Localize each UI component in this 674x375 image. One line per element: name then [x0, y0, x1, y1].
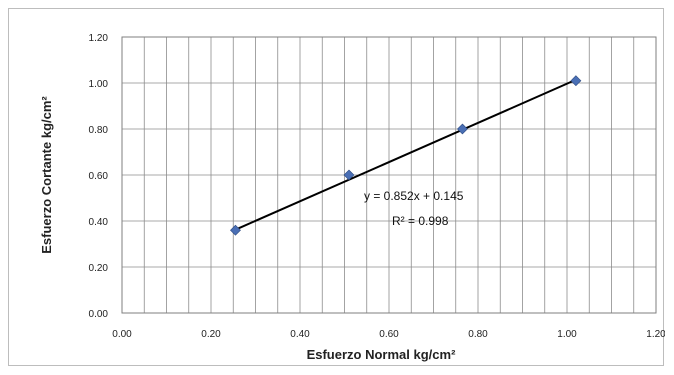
data-point — [230, 224, 241, 236]
x-tick-label: 1.00 — [557, 329, 577, 340]
data-points — [230, 75, 582, 236]
y-tick-label: 1.00 — [89, 79, 109, 90]
x-tick-label: 0.40 — [290, 329, 310, 340]
y-tick-labels: 0.00 0.20 0.40 0.60 0.80 1.00 1.20 — [89, 33, 109, 320]
y-tick-label: 0.00 — [89, 309, 109, 320]
x-tick-label: 0.80 — [468, 329, 488, 340]
data-point — [343, 169, 355, 181]
y-axis-title: Esfuerzo Cortante kg/cm² — [39, 96, 54, 254]
chart-frame: 0.00 0.20 0.40 0.60 0.80 1.00 1.20 0.00 0.20 0.4… — [8, 8, 665, 366]
y-tick-label: 1.20 — [89, 33, 109, 44]
equation-label: y = 0.852x + 0.145 — [364, 189, 464, 203]
trendline — [235, 78, 577, 231]
x-tick-labels: 0.00 0.20 0.40 0.60 0.80 1.00 1.20 — [112, 329, 665, 340]
y-tick-label: 0.80 — [89, 125, 109, 136]
y-tick-label: 0.60 — [89, 171, 109, 182]
x-tick-label: 0.20 — [201, 329, 221, 340]
scatter-chart: 0.00 0.20 0.40 0.60 0.80 1.00 1.20 0.00 0.20 0.4… — [39, 33, 665, 362]
data-point — [457, 123, 468, 135]
data-point — [570, 75, 582, 87]
x-tick-label: 1.20 — [646, 329, 665, 340]
y-tick-label: 0.40 — [89, 217, 109, 228]
x-tick-label: 0.00 — [112, 329, 132, 340]
x-axis-title: Esfuerzo Normal kg/cm² — [307, 347, 456, 362]
plot-area — [121, 36, 657, 314]
y-tick-label: 0.20 — [89, 263, 109, 274]
x-tick-label: 0.60 — [379, 329, 399, 340]
r-squared-label: R² = 0.998 — [392, 214, 449, 228]
